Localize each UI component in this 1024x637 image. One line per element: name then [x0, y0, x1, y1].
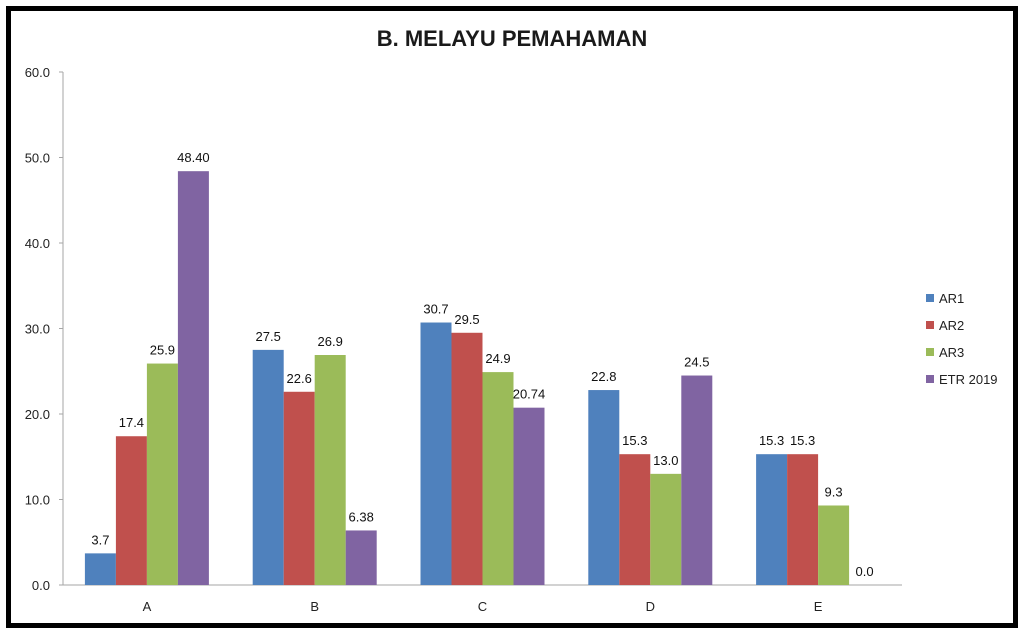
bar: [420, 322, 452, 585]
bar: [513, 407, 545, 585]
x-tick-label: A: [143, 599, 152, 614]
x-tick-label: B: [310, 599, 319, 614]
data-label: 13.0: [653, 453, 678, 468]
y-tick-label: 20.0: [25, 407, 50, 422]
legend: AR1 AR2 AR3 ETR 2019: [926, 291, 998, 387]
y-tick-label: 10.0: [25, 493, 50, 508]
bar: [345, 530, 377, 585]
data-label: 6.38: [349, 509, 374, 524]
data-label: 20.74: [513, 387, 546, 402]
data-label: 15.3: [759, 433, 784, 448]
legend-swatch: [926, 348, 934, 356]
legend-label: AR1: [939, 291, 964, 306]
data-label: 26.9: [318, 334, 343, 349]
data-label: 17.4: [119, 415, 144, 430]
bar: [482, 372, 514, 585]
bar: [818, 505, 850, 585]
data-label: 24.5: [684, 355, 709, 370]
bar: [650, 473, 682, 585]
y-tick-label: 0.0: [32, 578, 50, 593]
data-label: 27.5: [256, 329, 281, 344]
legend-label: AR3: [939, 345, 964, 360]
bars: [84, 171, 850, 585]
data-label: 22.6: [287, 371, 312, 386]
x-tick-label: E: [814, 599, 823, 614]
y-tick-label: 60.0: [25, 65, 50, 80]
bar: [451, 332, 483, 585]
legend-label: AR2: [939, 318, 964, 333]
legend-label: ETR 2019: [939, 372, 998, 387]
bar: [252, 349, 284, 585]
legend-swatch: [926, 321, 934, 329]
y-tick-label: 40.0: [25, 236, 50, 251]
x-tick-label: D: [646, 599, 655, 614]
chart-title: B. MELAYU PEMAHAMAN: [377, 26, 648, 51]
data-label: 29.5: [454, 312, 479, 327]
bar: [619, 454, 651, 585]
data-label: 15.3: [790, 433, 815, 448]
legend-swatch: [926, 375, 934, 383]
data-label: 25.9: [150, 343, 175, 358]
data-label: 15.3: [622, 433, 647, 448]
bar: [314, 355, 346, 585]
bar: [177, 171, 209, 585]
data-label: 22.8: [591, 369, 616, 384]
data-label: 9.3: [825, 484, 843, 499]
bar: [283, 391, 315, 585]
data-label: 30.7: [423, 302, 448, 317]
data-label: 0.0: [856, 564, 874, 579]
bar: [146, 363, 178, 585]
bar: [756, 454, 788, 585]
bar: [588, 390, 620, 585]
bar: [787, 454, 819, 585]
x-tick-label: C: [478, 599, 487, 614]
bar: [115, 436, 147, 585]
data-label: 48.40: [177, 150, 210, 165]
data-labels: 3.7 27.5 30.7 22.8 15.3 17.4 22.6 29.5 15.3 15.3 2…: [91, 150, 873, 579]
legend-swatch: [926, 294, 934, 302]
data-label: 24.9: [485, 351, 510, 366]
y-tick-label: 50.0: [25, 151, 50, 166]
data-label: 3.7: [91, 532, 109, 547]
bar: [681, 375, 713, 585]
bar: [84, 553, 116, 585]
y-tick-label: 30.0: [25, 322, 50, 337]
